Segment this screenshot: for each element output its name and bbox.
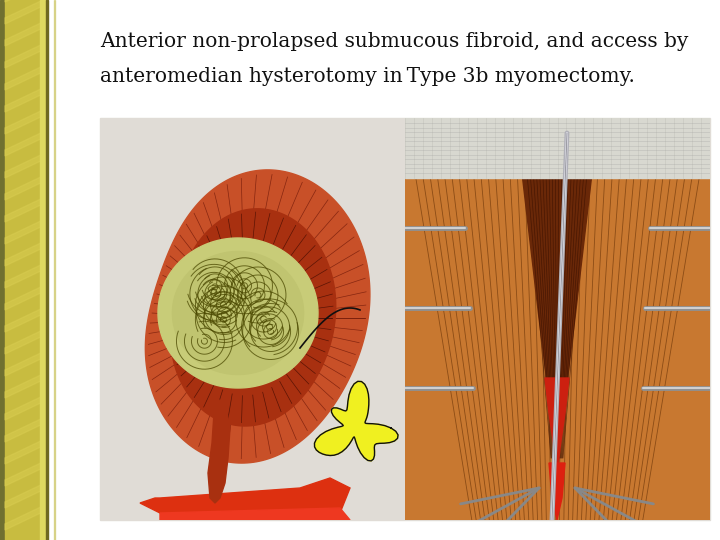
Polygon shape: [5, 504, 47, 530]
Polygon shape: [5, 218, 47, 244]
Polygon shape: [5, 64, 47, 90]
Polygon shape: [5, 86, 47, 112]
Polygon shape: [145, 170, 370, 463]
Polygon shape: [208, 398, 230, 503]
Polygon shape: [5, 416, 47, 442]
Polygon shape: [5, 0, 47, 2]
Polygon shape: [5, 262, 47, 288]
Polygon shape: [5, 108, 47, 134]
Polygon shape: [172, 252, 304, 375]
Polygon shape: [5, 460, 47, 486]
Bar: [54, 0, 55, 540]
Bar: [46, 0, 48, 540]
Polygon shape: [405, 173, 710, 520]
Polygon shape: [405, 118, 710, 178]
Polygon shape: [5, 130, 47, 156]
Polygon shape: [522, 173, 592, 458]
Polygon shape: [5, 20, 47, 46]
Polygon shape: [5, 284, 47, 310]
Polygon shape: [5, 372, 47, 398]
Polygon shape: [5, 350, 47, 376]
Polygon shape: [5, 174, 47, 200]
Polygon shape: [5, 306, 47, 332]
Text: Anterior non-prolapsed submucous fibroid, and access by: Anterior non-prolapsed submucous fibroid…: [100, 32, 688, 51]
Polygon shape: [158, 238, 318, 388]
Bar: [40, 0, 46, 540]
Polygon shape: [549, 463, 565, 520]
Polygon shape: [140, 478, 350, 528]
Polygon shape: [545, 378, 569, 478]
Bar: [0, 0, 5, 540]
Polygon shape: [171, 209, 336, 426]
Polygon shape: [315, 381, 398, 461]
Polygon shape: [5, 42, 47, 68]
Polygon shape: [5, 152, 47, 178]
Polygon shape: [5, 328, 47, 354]
Polygon shape: [5, 438, 47, 464]
Polygon shape: [5, 196, 47, 222]
Bar: [5, 0, 47, 540]
Bar: [100, 118, 710, 520]
Polygon shape: [5, 394, 47, 420]
Polygon shape: [5, 482, 47, 508]
Text: anteromedian hysterotomy in Type 3b myomectomy.: anteromedian hysterotomy in Type 3b myom…: [100, 67, 635, 86]
Polygon shape: [160, 508, 350, 520]
Polygon shape: [5, 0, 47, 24]
Polygon shape: [5, 240, 47, 266]
